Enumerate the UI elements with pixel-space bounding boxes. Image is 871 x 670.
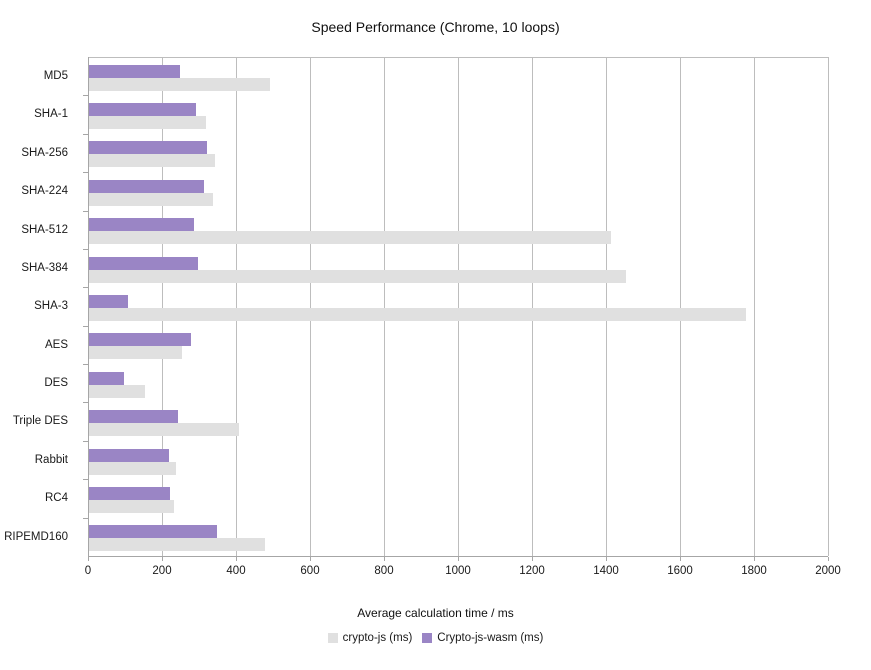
gridline-x-1400 [606, 57, 607, 556]
y-axis-line [88, 57, 89, 556]
y-axis-tick [83, 210, 88, 212]
x-axis-tick [162, 557, 163, 561]
category-label-rc4: RC4 [44, 492, 68, 505]
bar-crypto-js-rc4 [89, 499, 175, 513]
chart-title: Speed Performance (Chrome, 10 loops) [311, 19, 560, 35]
gridline-x-800 [384, 57, 385, 556]
y-axis-tick [83, 440, 88, 442]
category-label-ripemd160: RIPEMD160 [4, 530, 68, 543]
bar-crypto-js-des [89, 384, 145, 398]
category-label-sha-3: SHA-3 [34, 300, 68, 313]
gridline-x-200 [162, 57, 163, 556]
bar-crypto-js-wasm-triple-des [89, 410, 178, 424]
y-axis-tick [83, 517, 88, 519]
bar-crypto-js-sha-3 [89, 308, 746, 321]
bar-crypto-js-wasm-sha-384 [89, 256, 199, 270]
x-axis-tick [458, 557, 459, 561]
bar-crypto-js-ripemd160 [89, 538, 265, 552]
legend-swatch-crypto-js [327, 633, 338, 643]
bar-crypto-js-wasm-sha-256 [89, 141, 208, 155]
bar-crypto-js-wasm-aes [89, 333, 191, 347]
gridline-x-1000 [458, 57, 459, 556]
bar-crypto-js-wasm-md5 [89, 64, 180, 78]
x-tick-label-1400: 1400 [593, 565, 619, 577]
y-axis-tick [83, 248, 88, 250]
bar-crypto-js-wasm-sha-3 [89, 295, 128, 308]
category-label-sha-512: SHA-512 [21, 223, 68, 236]
x-tick-label-600: 600 [300, 565, 320, 577]
x-tick-label-1600: 1600 [667, 565, 693, 577]
x-axis-line [88, 556, 828, 557]
gridline-x-1600 [680, 57, 681, 556]
x-axis-tick [606, 557, 607, 561]
y-axis-tick [83, 479, 88, 481]
bar-crypto-js-wasm-des [89, 371, 125, 385]
bar-crypto-js-sha-256 [89, 154, 215, 168]
bar-crypto-js-sha-384 [89, 269, 626, 283]
x-axis-tick [310, 557, 311, 561]
legend-item-crypto-js: crypto-js (ms) [327, 632, 413, 644]
category-label-md5: MD5 [43, 70, 68, 82]
bar-crypto-js-wasm-rabbit [89, 448, 169, 462]
category-label-des: DES [44, 377, 68, 390]
x-axis-title: Average calculation time / ms [357, 606, 514, 620]
bar-crypto-js-triple-des [89, 423, 239, 437]
x-tick-label-2000: 2000 [815, 565, 841, 577]
category-label-aes: AES [44, 338, 68, 351]
x-axis-tick [680, 557, 681, 561]
bar-crypto-js-rabbit [89, 461, 176, 475]
plot-area [83, 57, 829, 561]
bar-crypto-js-wasm-ripemd160 [89, 525, 217, 539]
x-axis-tick [828, 557, 829, 561]
x-tick-label-0: 0 [84, 565, 92, 577]
gridline-x-400 [236, 57, 237, 556]
y-axis-tick [83, 402, 88, 404]
bar-crypto-js-aes [89, 346, 182, 360]
x-tick-label-1800: 1800 [741, 565, 767, 577]
legend-label-crypto-js: crypto-js (ms) [342, 632, 413, 644]
bar-crypto-js-sha-512 [89, 231, 611, 245]
x-axis-tick [236, 557, 237, 561]
y-axis-tick [83, 172, 88, 174]
x-axis-tick [88, 557, 89, 561]
x-tick-label-400: 400 [226, 565, 246, 577]
legend-label-crypto-js-wasm: Crypto-js-wasm (ms) [437, 632, 544, 644]
gridline-x-1800 [754, 57, 755, 556]
legend-item-crypto-js-wasm: Crypto-js-wasm (ms) [422, 632, 543, 644]
bar-crypto-js-wasm-sha-224 [89, 179, 204, 193]
category-label-sha-1: SHA-1 [34, 108, 68, 121]
x-axis-tick [384, 557, 385, 561]
bar-crypto-js-wasm-rc4 [89, 486, 171, 500]
legend: crypto-js (ms) Crypto-js-wasm (ms) [0, 632, 871, 644]
y-axis-tick [83, 325, 88, 327]
category-label-sha-224: SHA-224 [21, 185, 68, 198]
gridline-x-2000 [828, 57, 829, 556]
x-tick-label-1200: 1200 [519, 565, 545, 577]
x-axis-tick [532, 557, 533, 561]
y-axis-tick [83, 364, 88, 366]
category-label-sha-256: SHA-256 [21, 146, 68, 159]
category-label-triple-des: Triple DES [12, 415, 68, 428]
gridline-x-600 [310, 57, 311, 556]
y-axis-tick [83, 133, 88, 135]
x-tick-label-800: 800 [374, 565, 394, 577]
bar-crypto-js-sha-1 [89, 116, 206, 130]
category-label-sha-384: SHA-384 [21, 261, 68, 274]
bar-crypto-js-md5 [89, 77, 271, 91]
bar-crypto-js-wasm-sha-1 [89, 103, 197, 117]
y-axis-tick [83, 95, 88, 97]
x-tick-label-1000: 1000 [445, 565, 471, 577]
x-tick-label-200: 200 [152, 565, 172, 577]
gridline-x-1200 [532, 57, 533, 556]
category-label-rabbit: Rabbit [34, 453, 68, 466]
x-axis-tick [754, 557, 755, 561]
bar-crypto-js-wasm-sha-512 [89, 218, 195, 232]
bar-crypto-js-sha-224 [89, 192, 213, 206]
y-axis-tick [83, 287, 88, 289]
legend-swatch-crypto-js-wasm [422, 633, 433, 643]
